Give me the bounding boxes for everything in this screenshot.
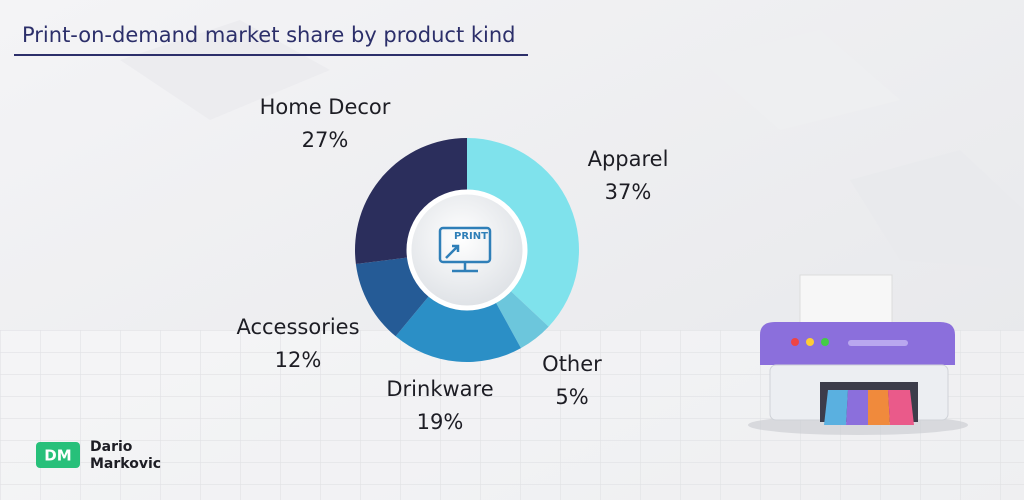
printer-bar [848, 340, 908, 346]
donut-segment [395, 294, 521, 362]
chart-title: Print-on-demand market share by product … [22, 23, 516, 47]
segment-value: 5% [555, 385, 588, 409]
icon-cursor [445, 244, 460, 259]
paper-stripe [824, 390, 848, 425]
donut-segment [355, 257, 431, 337]
segment-label: Drinkware [386, 377, 493, 401]
segment-label: Other [542, 352, 602, 376]
logo-initials: DM [44, 447, 71, 465]
logo-name: Dario [90, 439, 133, 455]
paper-stripe [868, 390, 890, 425]
segment-value: 37% [605, 180, 652, 204]
donut-segment [354, 138, 467, 265]
segment-label: Accessories [236, 315, 359, 339]
paper-stripe [846, 390, 868, 425]
paper-stripe [888, 390, 914, 425]
printer-led [791, 338, 799, 346]
segment-value: 27% [302, 128, 349, 152]
bg-shape [850, 150, 1024, 270]
bg-shape [120, 20, 330, 120]
bg-shape [700, 30, 900, 130]
printer-led [821, 338, 829, 346]
logo-badge [36, 442, 80, 468]
printer-led [806, 338, 814, 346]
segment-label: Apparel [588, 147, 669, 171]
logo-name: Markovic [90, 456, 161, 472]
segment-label: Home Decor [260, 95, 391, 119]
segment-value: 12% [275, 348, 322, 372]
donut-segment [494, 289, 549, 349]
icon-text: PRINT [454, 231, 488, 242]
printer [748, 274, 968, 435]
center-hole [406, 189, 528, 311]
segment-value: 19% [417, 410, 464, 434]
